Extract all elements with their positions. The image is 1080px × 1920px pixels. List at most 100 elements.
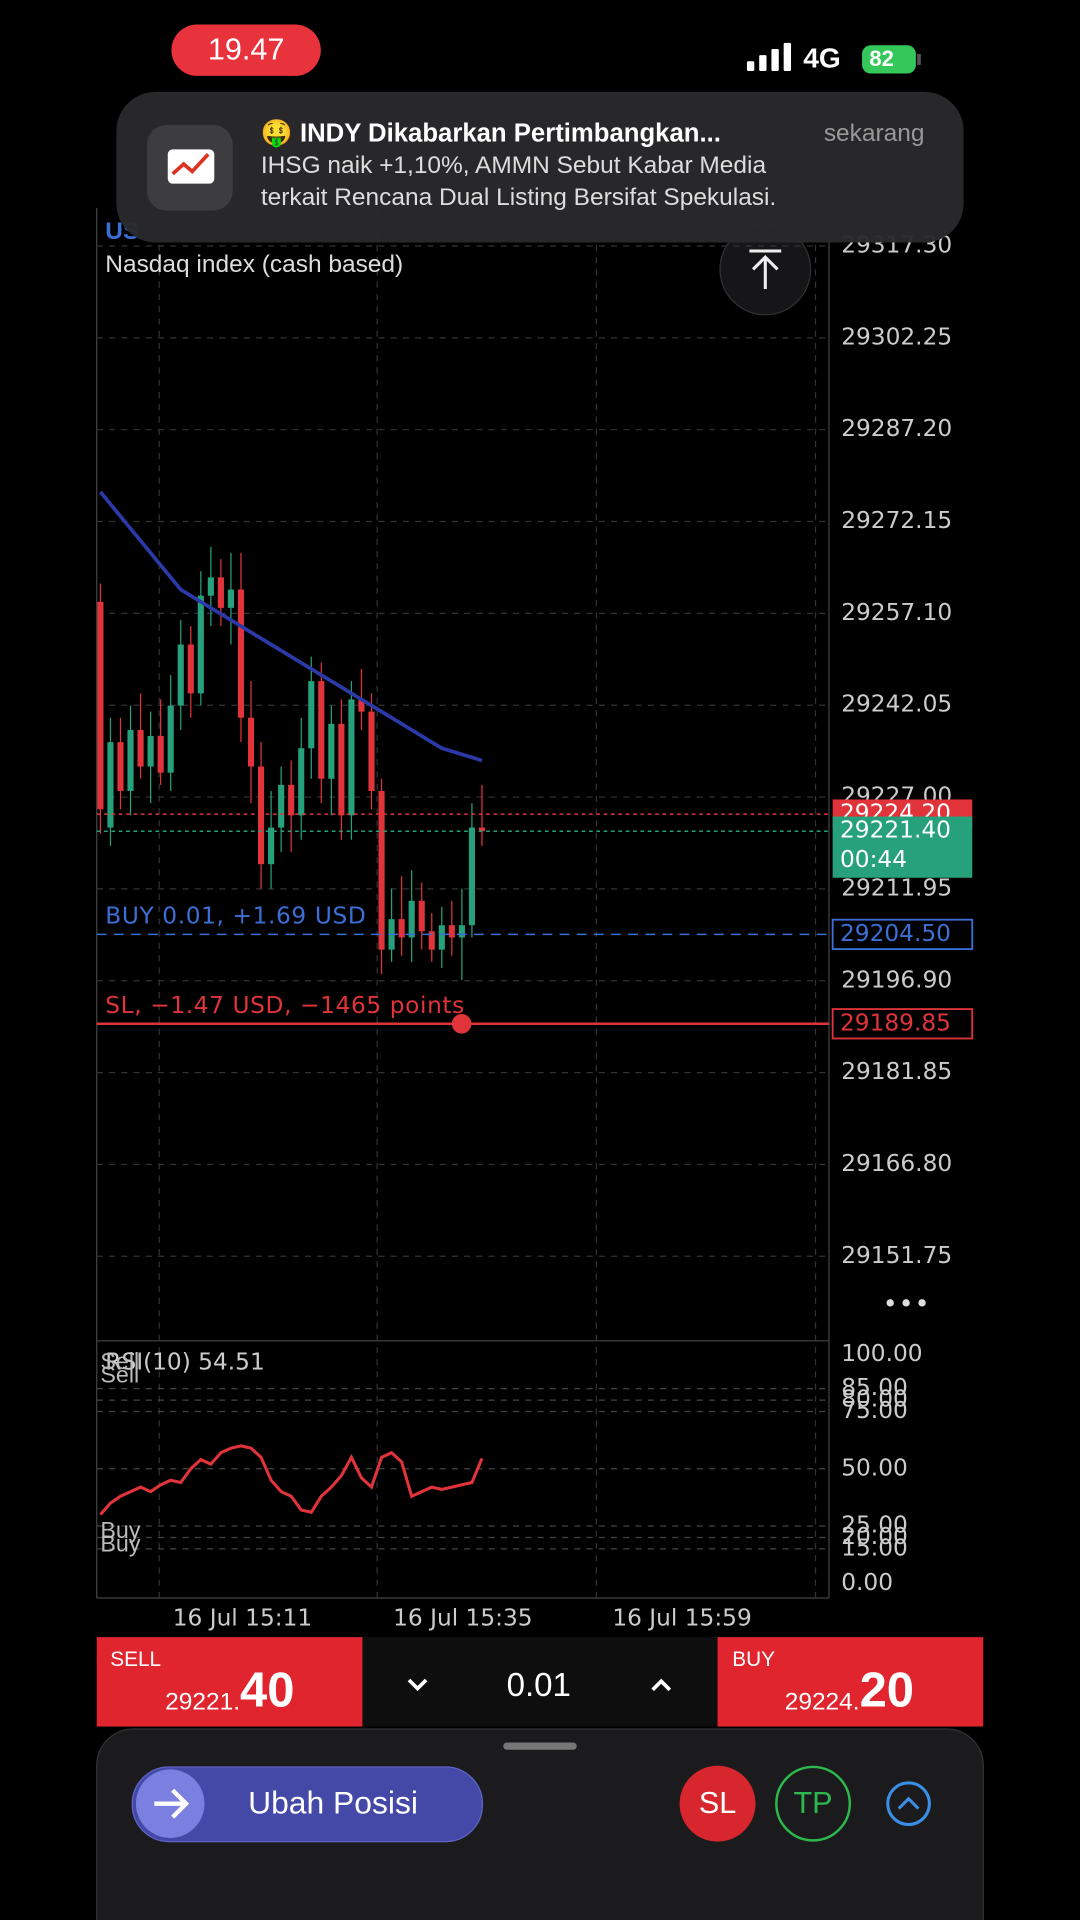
candle-body [328, 723, 335, 779]
chart: US Nasdaq index (cash based) RSI(10) 54.… [96, 208, 974, 1631]
time-label: 16 Jul 15:35 [393, 1604, 532, 1631]
signal-bar [771, 48, 779, 72]
dot [886, 1299, 894, 1307]
candle-body [147, 736, 154, 767]
price-tag-label: 29189.85 [840, 1009, 951, 1036]
y-tick-label: 100.00 [841, 1340, 922, 1367]
y-tick-label: 29196.90 [841, 966, 952, 993]
signal-bar [783, 42, 792, 72]
price-tag-label: 29204.50 [840, 920, 951, 947]
level-label: Buy [100, 1530, 140, 1556]
candle-body [398, 919, 405, 938]
sell-price-big: 40 [240, 1663, 294, 1717]
candle-body [428, 931, 435, 950]
symbol-description: Nasdaq index (cash based) [105, 251, 403, 278]
sell-price: 29221. [165, 1689, 240, 1716]
countdown: 00:44 [840, 846, 907, 873]
candle-body [298, 748, 305, 816]
candle-body [368, 711, 375, 791]
rsi-title: RSI(10) 54.51 [105, 1348, 264, 1375]
button-label: Ubah Posisi [248, 1784, 418, 1820]
candle-body [258, 766, 265, 865]
candle-body [418, 900, 425, 932]
y-tick-label: 15.00 [841, 1534, 908, 1561]
rsi-line [99, 1444, 484, 1516]
price-tag [831, 918, 974, 950]
candle-body [358, 699, 365, 712]
candle-body [177, 644, 184, 706]
battery-cap [917, 53, 921, 65]
tp-label: TP [793, 1786, 832, 1820]
icon-arrow [154, 1788, 190, 1819]
icon-arrow-up [749, 249, 782, 289]
candle-body [247, 717, 255, 767]
y-tick-label: 25.00 [841, 1512, 908, 1539]
y-tick-label: 29242.05 [841, 691, 952, 718]
network: 4G [803, 42, 841, 73]
price-tag [831, 1008, 974, 1040]
buy-button[interactable]: BUY 29224. 20 [717, 1637, 984, 1727]
sl-label: SL [699, 1786, 736, 1820]
buy-label: BUY [732, 1648, 775, 1671]
notification[interactable]: 🤑 INDY Dikabarkan Pertimbangkan... sekar… [116, 91, 964, 243]
battery-level: 82 [869, 46, 894, 71]
volume[interactable]: 0.01 [507, 1667, 571, 1704]
expand-bg [886, 1781, 931, 1827]
sl-bg [679, 1765, 756, 1842]
candle-body [167, 705, 174, 773]
modify-position-button[interactable]: Ubah Posisi [131, 1766, 484, 1843]
order-bar: SELL 29221. 40 0.01 BUY 29224. 20 [96, 1637, 984, 1727]
candle-body [458, 925, 465, 938]
candle-body [217, 577, 224, 608]
y-tick-label: 75.00 [841, 1397, 908, 1424]
candle-body [408, 900, 415, 938]
candle-body [117, 742, 124, 791]
y-tick-label: 20.00 [841, 1523, 908, 1550]
notification-body: IHSG naik +1,10%, AMMN Sebut Kabar Media [261, 152, 767, 179]
candle-body [157, 736, 164, 773]
notification-body: terkait Rencana Dual Listing Bersifat Sp… [261, 184, 776, 211]
candle-body [448, 925, 455, 938]
button-bg [131, 1766, 484, 1843]
position-label: SL, −1.47 USD, −1465 points [105, 992, 465, 1019]
price-tag-label: 29221.40 [840, 817, 951, 844]
expand-button[interactable] [886, 1781, 931, 1827]
candle-body [438, 925, 445, 950]
candle-body [137, 729, 144, 767]
candle-body [318, 681, 325, 779]
sell-bg [96, 1637, 363, 1727]
dot [902, 1299, 910, 1307]
more-menu[interactable] [886, 1299, 926, 1307]
level-label: Sell [100, 1361, 139, 1387]
sell-button[interactable]: SELL 29221. 40 [96, 1637, 363, 1727]
volume-decrease[interactable] [407, 1678, 428, 1692]
buy-price: 29224. [785, 1689, 860, 1716]
moving-average [98, 490, 483, 763]
y-tick-label: 29302.25 [841, 323, 952, 350]
sell-label: SELL [110, 1648, 161, 1671]
tp-button[interactable]: TP [775, 1765, 852, 1842]
candle-body [268, 827, 275, 865]
candle-body [468, 827, 475, 926]
buy-price-big: 20 [860, 1663, 914, 1717]
candle-body [227, 589, 234, 608]
tp-bg [775, 1765, 852, 1842]
candle-body [107, 742, 114, 828]
signal-icon [746, 42, 792, 72]
candle-body [378, 790, 385, 950]
dot [918, 1299, 926, 1307]
candle-body [197, 595, 204, 694]
candle-body [237, 589, 245, 718]
signal-bar [746, 61, 755, 72]
drag-handle[interactable] [503, 1742, 577, 1750]
y-tick-label: 29211.95 [841, 874, 952, 901]
y-tick-label: 29166.80 [841, 1150, 952, 1177]
volume-increase[interactable] [651, 1678, 672, 1692]
clock: 19.47 [208, 33, 285, 67]
position-label: BUY 0.01, +1.69 USD [105, 903, 366, 930]
app-icon-line [171, 153, 210, 176]
sl-button[interactable]: SL [679, 1765, 756, 1842]
price-tag [832, 816, 973, 878]
signal-bar [759, 55, 767, 72]
candle-body [478, 827, 486, 832]
